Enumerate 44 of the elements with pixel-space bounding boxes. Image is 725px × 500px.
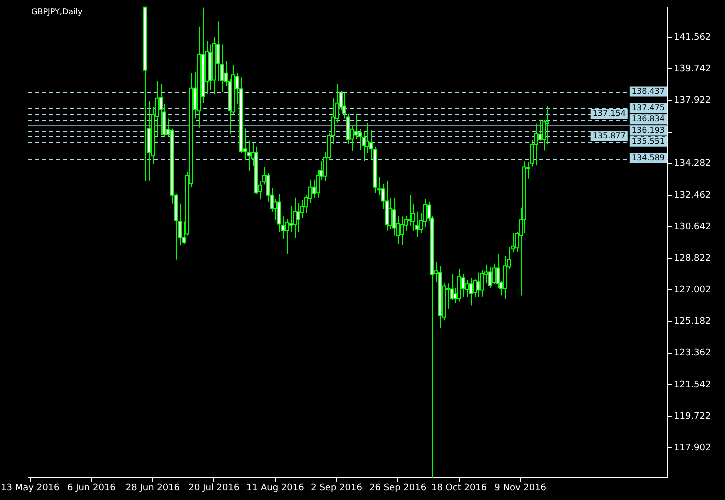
x-tick-label: 2 Sep 2016 bbox=[311, 484, 363, 494]
y-tick-label: 117.902 bbox=[674, 443, 712, 454]
candlestick bbox=[470, 278, 474, 306]
x-tick-label: 28 Jun 2016 bbox=[126, 484, 180, 494]
y-tick-label: 125.182 bbox=[674, 317, 712, 328]
ref-line-label: 137.154 bbox=[592, 109, 626, 118]
x-tick-label: 20 Jul 2016 bbox=[188, 484, 240, 494]
ref-line-label: 136.193 bbox=[632, 126, 666, 135]
y-tick-label: 121.542 bbox=[674, 380, 712, 390]
candlestick bbox=[492, 263, 496, 285]
ref-line-label: 135.877 bbox=[592, 131, 626, 140]
candlestick bbox=[546, 106, 550, 145]
y-tick-label: 132.462 bbox=[674, 190, 712, 201]
candlestick bbox=[538, 119, 542, 142]
y-tick-label: 139.742 bbox=[674, 64, 712, 74]
y-tick-label: 128.822 bbox=[674, 254, 712, 264]
candlestick bbox=[476, 272, 480, 298]
y-tick-label: 119.722 bbox=[674, 412, 712, 422]
x-tick-label: 13 May 2016 bbox=[1, 484, 60, 494]
x-tick-label: 9 Nov 2016 bbox=[494, 484, 547, 494]
ref-line-label: 135.551 bbox=[632, 136, 666, 146]
candlestick bbox=[400, 216, 404, 246]
candlestick bbox=[458, 268, 462, 302]
y-tick-label: 134.282 bbox=[674, 159, 712, 170]
x-tick-label: 26 Sep 2016 bbox=[370, 484, 427, 494]
candlestick bbox=[462, 274, 466, 298]
ref-line-label: 134.589 bbox=[632, 154, 666, 163]
x-tick-label: 11 Aug 2016 bbox=[246, 484, 305, 494]
candlestick bbox=[274, 198, 278, 221]
y-tick-label: 130.642 bbox=[674, 222, 712, 232]
y-tick-label: 123.362 bbox=[674, 348, 712, 359]
y-tick-label: 141.562 bbox=[674, 32, 712, 43]
ref-line-label: 136.834 bbox=[632, 114, 666, 124]
candlestick bbox=[296, 202, 300, 233]
chart-title: GBPJPY,Daily bbox=[32, 7, 83, 16]
ref-line-label: 138.437 bbox=[632, 86, 666, 96]
ref-line-label: 137.475 bbox=[632, 104, 666, 113]
x-tick-label: 18 Oct 2016 bbox=[431, 484, 488, 494]
candlestick bbox=[534, 123, 538, 166]
y-tick-label: 127.002 bbox=[674, 286, 712, 296]
x-tick-label: 6 Jun 2016 bbox=[67, 484, 116, 494]
candlestick bbox=[488, 266, 492, 290]
y-tick-label: 137.922 bbox=[674, 96, 712, 106]
candlestick bbox=[160, 84, 164, 136]
